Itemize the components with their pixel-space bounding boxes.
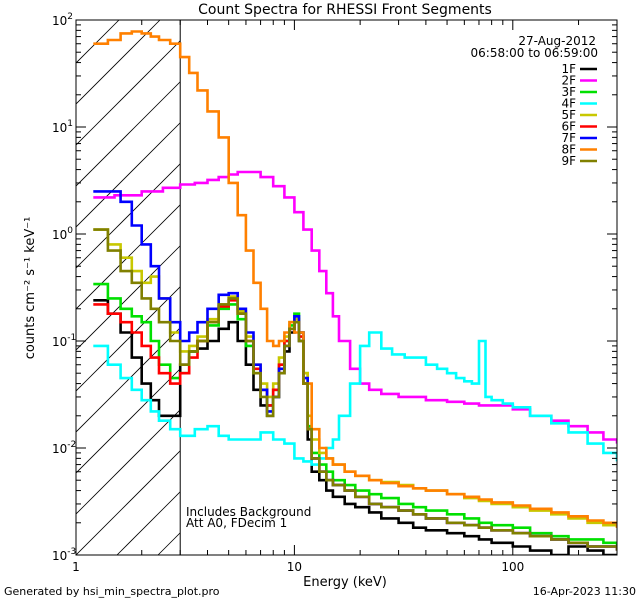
x-tick-label: 1 [72,560,80,574]
y-tick-label: 10-1 [52,333,76,349]
hatch-mask [180,20,617,555]
legend-label-2F: 2F [561,74,576,88]
series-line-9F [93,228,617,551]
series-line-8F [93,30,617,528]
hatch-line [76,20,120,64]
hatch-line [76,20,243,187]
y-tick-label: 100 [52,226,73,242]
plot-frame [75,19,618,556]
legend-label-6F: 6F [561,120,576,134]
hatched-background-region [76,20,617,555]
series-line-2F [93,170,617,444]
y-axis-label: counts cm⁻² s⁻¹ keV⁻¹ [23,217,38,360]
annotation-background: Includes Background [186,505,311,519]
legend-label-9F: 9F [561,154,576,168]
x-tick-label: 100 [501,560,524,574]
legend-label-3F: 3F [561,85,576,99]
legend-label-4F: 4F [561,97,576,111]
y-tick-label: 102 [52,12,73,28]
legend-label-1F: 1F [561,62,576,76]
series-layer [93,30,617,555]
axis-ticks [75,19,618,556]
x-axis-label: Energy (keV) [303,575,387,590]
chart-title: Count Spectra for RHESSI Front Segments [198,2,492,18]
y-tick-label: 10-2 [52,440,76,456]
y-tick-label: 10-3 [52,547,76,563]
y-tick-label: 101 [52,119,73,135]
legend-label-5F: 5F [561,108,576,122]
timestamp-label: 16-Apr-2023 11:30 [533,585,636,598]
x-tick-label: 10 [287,560,302,574]
time-range-label: 06:58:00 to 06:59:00 [471,46,598,60]
legend-label-8F: 8F [561,143,576,157]
legend-label-7F: 7F [561,131,576,145]
annotation-attenuator: Att A0, FDecim 1 [186,516,287,530]
hatch-line [76,20,202,146]
date-label: 27-Aug-2012 [518,34,596,48]
series-line-4F [93,331,617,466]
generator-label: Generated by hsi_min_spectra_plot.pro [4,585,220,598]
